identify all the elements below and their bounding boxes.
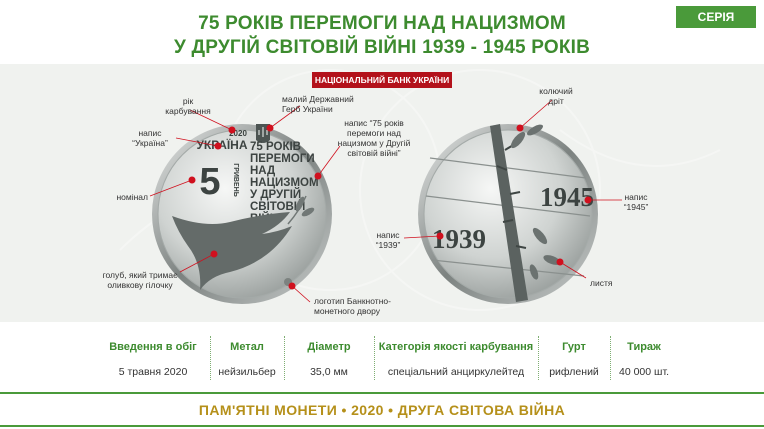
callout-emblem: малий Державний Герб України xyxy=(282,94,354,114)
stat-divider xyxy=(284,336,285,380)
obverse-country: УКРАЇНА xyxy=(196,137,247,152)
stat-header-diameter: Діаметр xyxy=(307,341,351,353)
callout-leaves: листя xyxy=(590,278,613,288)
bank-label: НАЦІОНАЛЬНИЙ БАНК УКРАЇНИ xyxy=(312,72,452,88)
stat-value-metal: нейзильбер xyxy=(218,366,276,378)
stat-header-issue-date: Введення в обіг xyxy=(109,341,197,353)
title-line-2: У ДРУГІЙ СВІТОВІЙ ВІЙНІ 1939 - 1945 РОКІ… xyxy=(173,37,591,58)
callout-markers xyxy=(149,99,622,303)
callout-1939: напис “1939” xyxy=(375,230,401,250)
coin-display-area xyxy=(0,64,764,322)
page-title: 75 РОКІВ ПЕРЕМОГИ НАД НАЦИЗМОМ У ДРУГІЙ … xyxy=(130,12,634,60)
inscription-line: ПЕРЕМОГИ xyxy=(250,153,315,165)
footer-caption: ПАМ'ЯТНІ МОНЕТИ • 2020 • ДРУГА СВІТОВА В… xyxy=(198,402,566,418)
stat-divider xyxy=(374,336,375,380)
state-emblem-icon xyxy=(256,124,270,143)
stat-divider xyxy=(538,336,539,380)
leaves-icon xyxy=(510,124,561,280)
obverse-denomination: 5 xyxy=(199,161,220,203)
stat-header-quality: Категорія якості карбування xyxy=(378,341,534,353)
stat-value-mintage: 40 000 шт. xyxy=(618,366,670,378)
reverse-coin: 1945 1939 xyxy=(418,124,598,304)
dove-icon xyxy=(172,212,292,290)
callout-denomination: номінал xyxy=(116,192,148,202)
stat-header-mintage: Тираж xyxy=(627,341,661,353)
stat-divider xyxy=(610,336,611,380)
callout-inscription: напис “75 років перемоги над нацизмом у … xyxy=(337,118,411,158)
obverse-coin: 2020 УКРАЇНА 5 ГРИВЕНЬ 75 РОКІВ ПЕРЕМОГИ… xyxy=(152,124,332,304)
inscription-line: НАЦИЗМОМ xyxy=(250,177,319,189)
series-badge[interactable]: СЕРІЯ xyxy=(676,6,756,28)
stat-divider xyxy=(210,336,211,380)
obverse-year: 2020 xyxy=(229,129,247,138)
reverse-year-1945: 1945 xyxy=(540,182,594,212)
stat-value-edge: рифлений xyxy=(549,366,599,378)
stat-value-diameter: 35,0 мм xyxy=(310,366,348,378)
stat-header-metal: Метал xyxy=(230,341,264,353)
stat-header-edge: Гурт xyxy=(562,341,586,353)
inscription-line: 75 РОКІВ xyxy=(250,141,301,153)
stat-value-issue-date: 5 травня 2020 xyxy=(118,366,188,378)
callout-country: напис “Україна” xyxy=(132,128,168,148)
callout-dots xyxy=(188,124,592,290)
inscription-line: У ДРУГІЙ xyxy=(250,188,301,201)
callout-barbed-wire: колючий дріт xyxy=(539,86,573,106)
footer-rule-bottom xyxy=(0,425,764,427)
callout-year: рік карбування xyxy=(165,96,211,116)
stat-value-quality: спеціальний анциркулейтед xyxy=(387,366,525,378)
obverse-currency: ГРИВЕНЬ xyxy=(232,163,239,196)
inscription-line: НАД xyxy=(250,165,275,177)
callout-1945: напис “1945” xyxy=(623,192,649,212)
callout-mint-logo: логотип Банкнотно- монетного двору xyxy=(314,296,391,316)
footer-rule-top xyxy=(0,392,764,394)
stem-icon xyxy=(490,124,528,302)
olive-branch-icon xyxy=(287,195,315,225)
inscription-line: СВІТОВІЙ xyxy=(250,200,305,213)
title-line-1: 75 РОКІВ ПЕРЕМОГИ НАД НАЦИЗМОМ xyxy=(198,13,566,34)
callout-dove: голуб, який тримає оливкову гілочку xyxy=(102,270,178,290)
